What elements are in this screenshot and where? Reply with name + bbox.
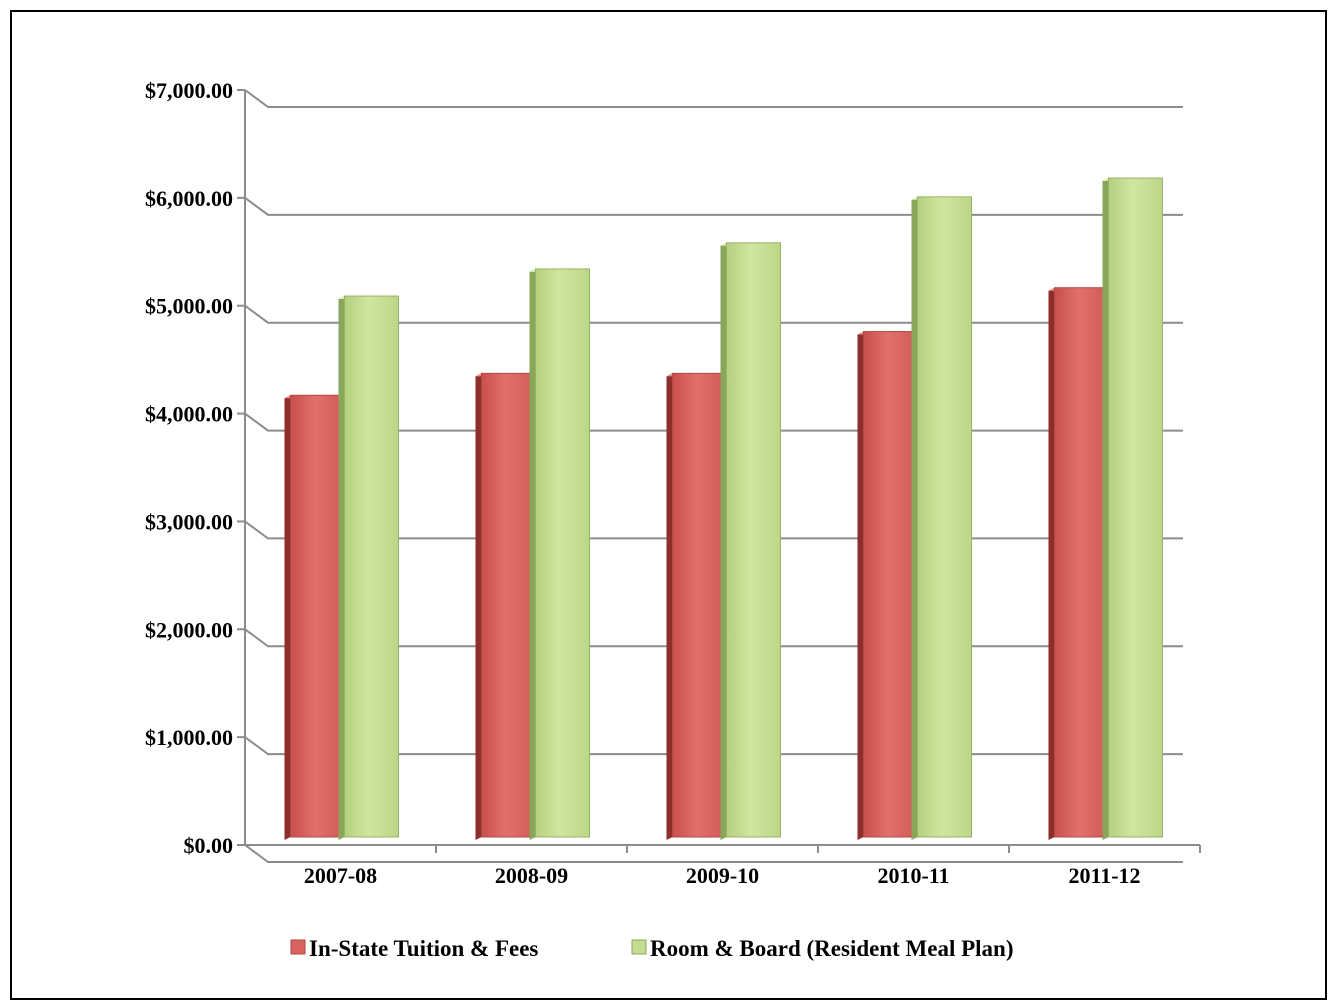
gridline-6 (244, 197, 1183, 216)
y-tick-label-2: $2,000.00 (145, 617, 233, 642)
y-tick-label-1: $1,000.00 (145, 725, 233, 750)
legend-label-tuition: In-State Tuition & Fees (309, 936, 538, 961)
y-tick-label-3: $3,000.00 (145, 509, 233, 534)
bar-s1-c0 (344, 295, 399, 838)
x-tick-label-3: 2010-11 (877, 863, 949, 888)
bar-s1-c1 (535, 268, 590, 838)
x-tick-label-2: 2009-10 (686, 863, 759, 888)
bar-side-s0-c1 (475, 373, 482, 840)
x-tick-label-4: 2011-12 (1068, 863, 1140, 888)
gridline-0 (244, 844, 1183, 863)
bar-s0-c3 (863, 331, 918, 838)
bar-s1-c4 (1108, 177, 1163, 838)
bar-s0-c4 (1054, 287, 1109, 838)
y-tick-label-4: $4,000.00 (145, 402, 233, 427)
bar-s1-c3 (917, 196, 972, 838)
legend: In-State Tuition & Fees Room & Board (Re… (290, 936, 1014, 961)
x-tick-label-0: 2007-08 (304, 863, 377, 888)
y-tick-label-7: $7,000.00 (145, 78, 233, 103)
bar-side-s1-c2 (720, 242, 727, 841)
label-layer: $0.00 $1,000.00 $2,000.00 $3,000.00 $4,000.0… (145, 78, 1141, 888)
bar-s1-c2 (726, 242, 781, 838)
bar-side-s0-c0 (284, 395, 291, 840)
legend-label-room-board: Room & Board (Resident Meal Plan) (650, 936, 1014, 961)
legend-swatch-tuition (290, 939, 306, 955)
bar-side-s0-c2 (666, 373, 673, 840)
bar-side-s1-c0 (338, 296, 345, 840)
y-tick-label-5: $5,000.00 (145, 294, 233, 319)
bar-s0-c1 (481, 372, 536, 838)
bar-side-s0-c4 (1048, 287, 1055, 841)
y-tick-label-0: $0.00 (184, 833, 234, 858)
bar-side-s1-c1 (529, 268, 536, 840)
bar-side-s1-c3 (911, 196, 918, 841)
gridline-7 (244, 89, 1183, 108)
legend-swatch-room-board (631, 939, 647, 955)
axis-layer (237, 89, 1201, 853)
bar-s0-c0 (290, 394, 345, 838)
bar-side-s1-c4 (1102, 178, 1109, 840)
bar-side-s0-c3 (857, 331, 864, 840)
gridline-5 (244, 304, 1183, 324)
y-tick-label-6: $6,000.00 (145, 186, 233, 211)
bar-layer (284, 177, 1163, 841)
bar-s0-c2 (672, 372, 727, 838)
x-tick-label-1: 2008-09 (495, 863, 568, 888)
